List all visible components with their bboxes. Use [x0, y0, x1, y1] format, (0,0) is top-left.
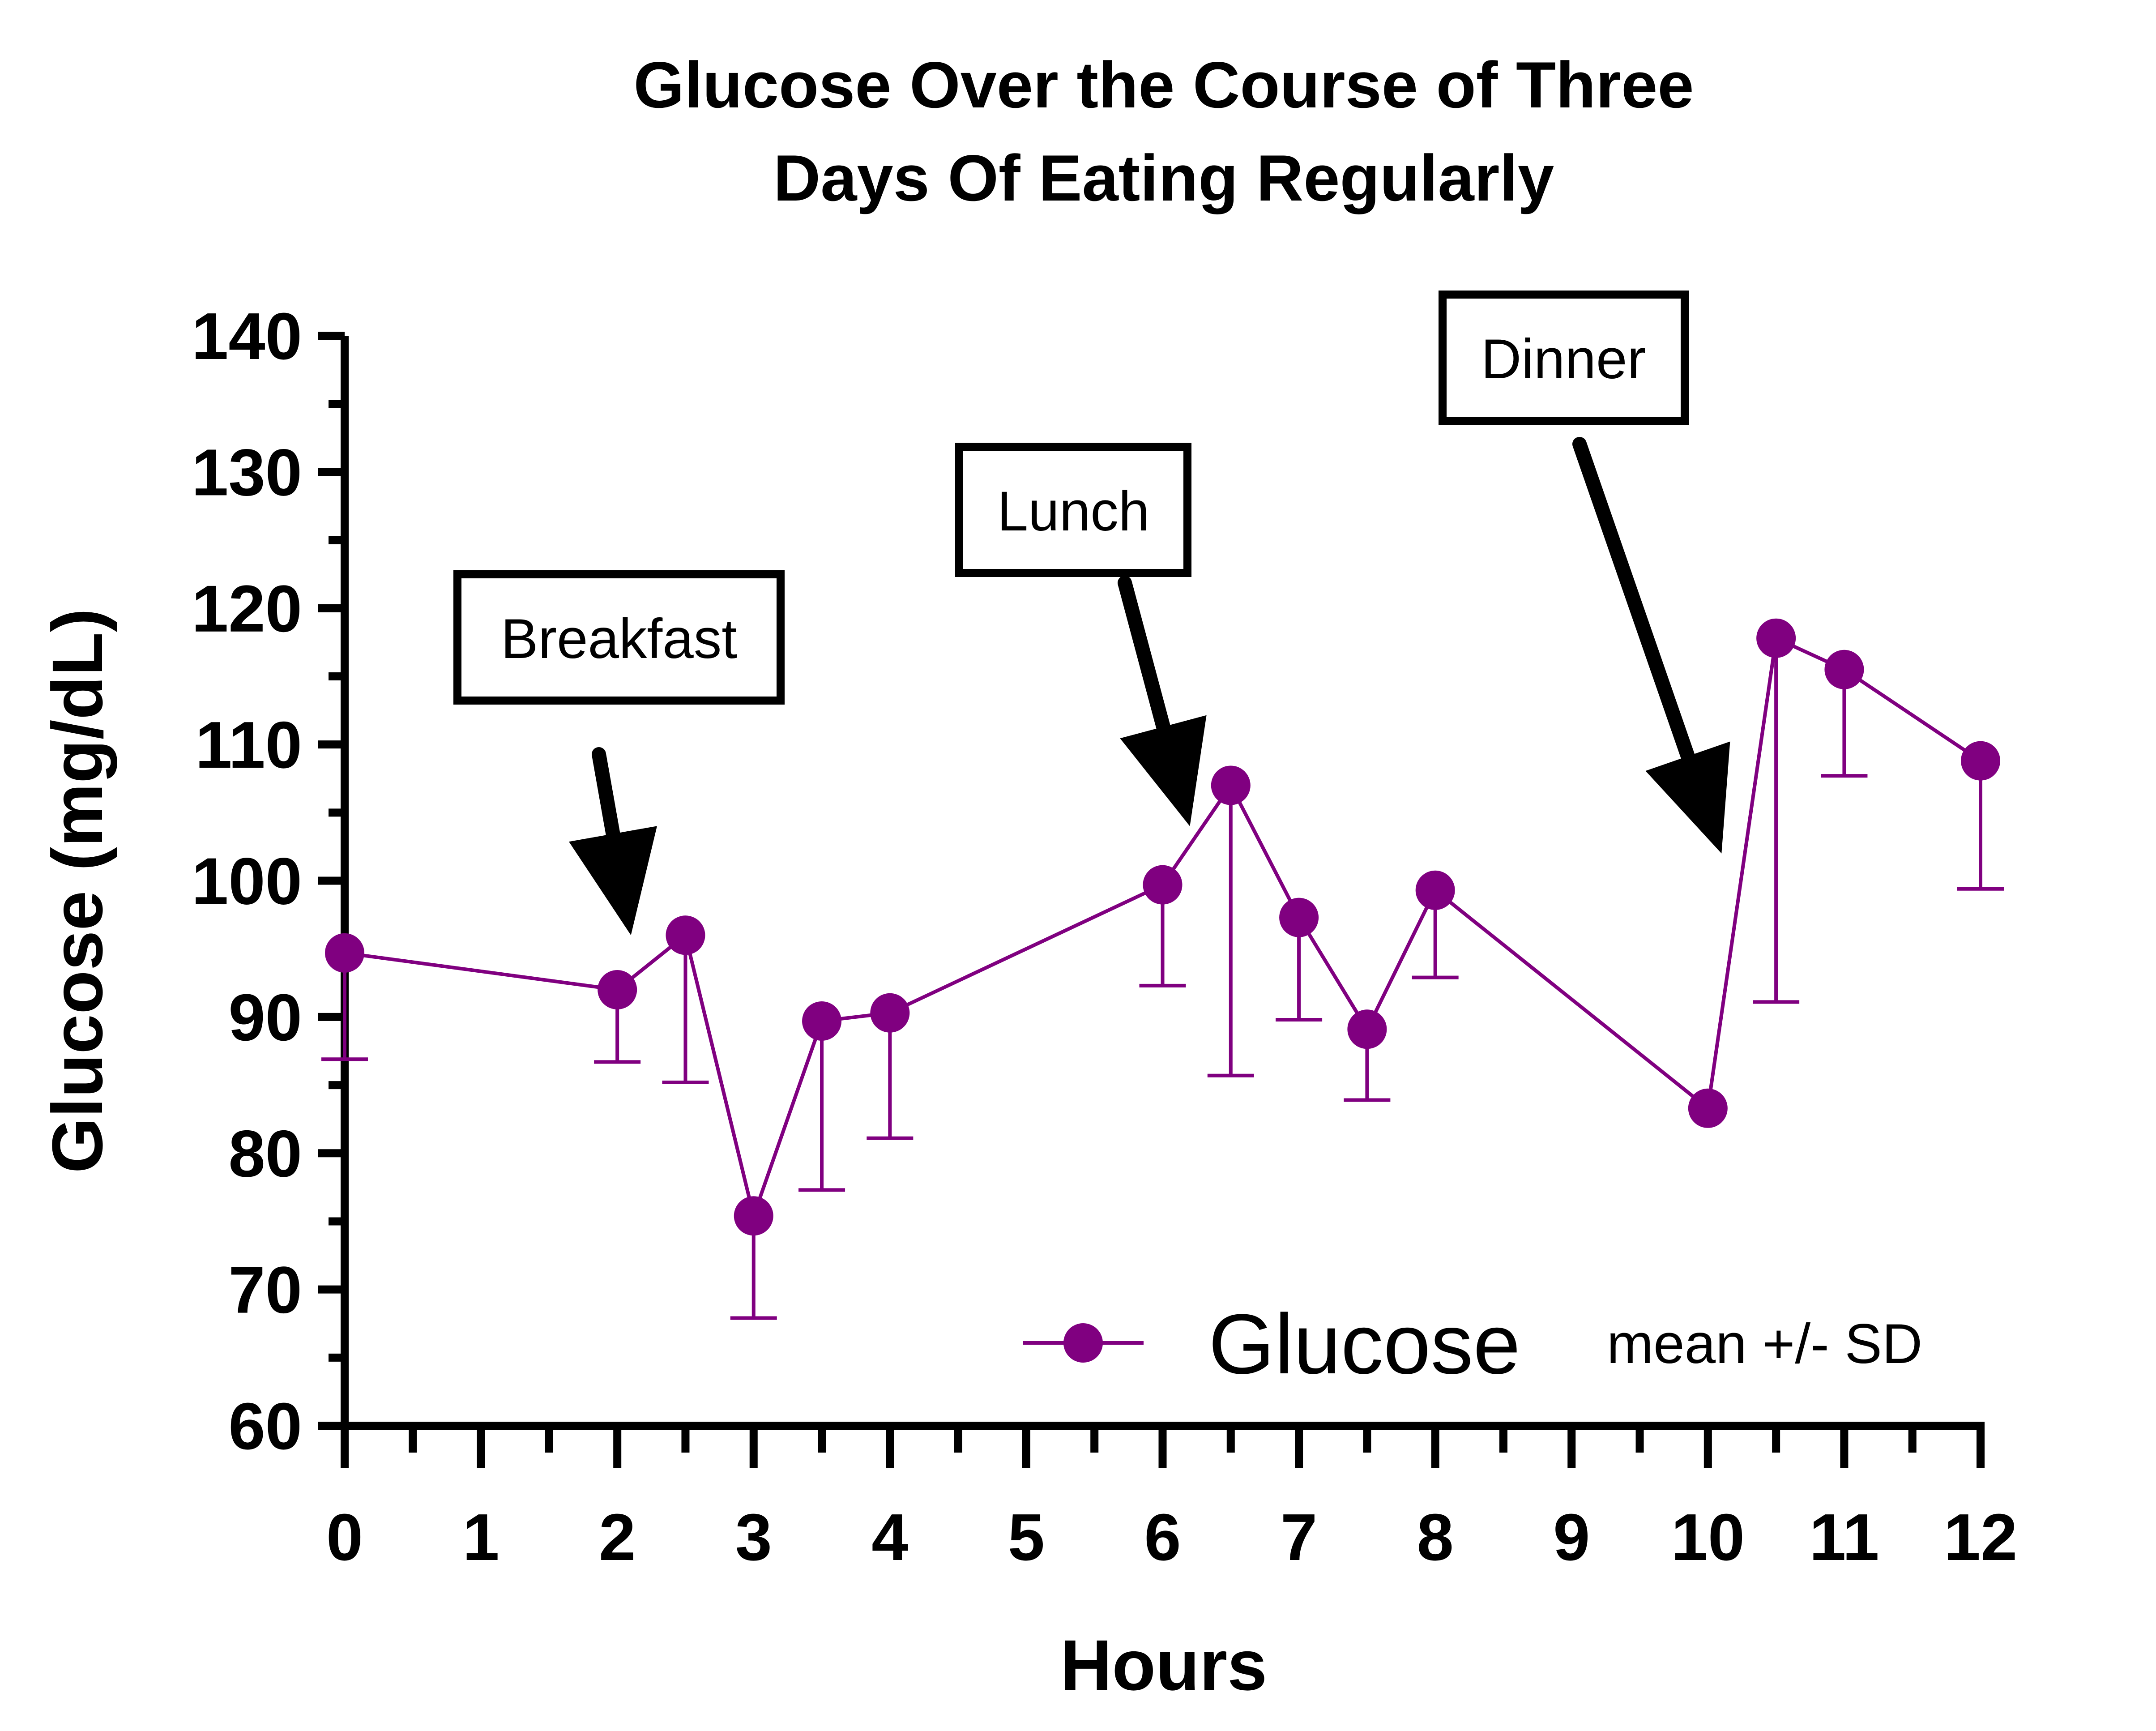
annotation-label-lunch: Lunch: [997, 480, 1150, 543]
data-points: [325, 618, 2000, 1236]
chart-title-line-2: Days Of Eating Regularly: [773, 141, 1554, 214]
x-tick-label: 6: [1144, 1500, 1181, 1574]
data-point: [598, 970, 637, 1009]
data-point: [734, 1196, 773, 1236]
y-tick-label: 80: [228, 1117, 302, 1191]
annotation-label-breakfast: Breakfast: [501, 608, 737, 670]
x-tick-label: 12: [1944, 1500, 2018, 1574]
x-tick-label: 5: [1008, 1500, 1045, 1574]
y-tick-label: 90: [228, 981, 302, 1055]
annotation-box-lunch: [955, 443, 1191, 577]
data-point: [1211, 765, 1251, 805]
y-tick-label: 120: [192, 572, 302, 646]
x-axis-title: Hours: [1060, 1625, 1267, 1705]
data-point: [1961, 741, 2000, 781]
data-point: [1688, 1088, 1728, 1128]
data-point: [325, 933, 364, 973]
y-tick-label: 110: [195, 708, 302, 782]
annotation-label-dinner: Dinner: [1481, 328, 1646, 390]
annotations: Breakfast Lunch Dinner: [453, 291, 1730, 936]
x-tick-label: 10: [1671, 1500, 1745, 1574]
x-tick-label: 0: [326, 1500, 363, 1574]
legend-note: mean +/- SD: [1607, 1313, 1922, 1375]
y-tick-label: 70: [228, 1253, 302, 1327]
x-tick-label: 8: [1417, 1500, 1454, 1574]
annotation-arrow-head: [1120, 715, 1207, 826]
x-tick-label: 11: [1809, 1500, 1879, 1574]
y-tick-label: 60: [228, 1389, 302, 1463]
data-point: [1143, 865, 1183, 905]
legend: Glucose mean +/- SD: [1023, 1297, 1922, 1392]
annotation-arrow-shaft: [1572, 437, 1695, 764]
data-point: [1756, 618, 1796, 658]
data-point: [1279, 898, 1319, 937]
legend-label: Glucose: [1208, 1297, 1520, 1392]
y-axis-title: Glucose (mg/dL): [37, 608, 117, 1173]
annotation-box-breakfast: [453, 570, 785, 705]
data-point: [1415, 870, 1455, 910]
data-point: [1347, 1009, 1387, 1049]
data-point: [1824, 650, 1864, 689]
x-tick-label: 1: [462, 1500, 499, 1574]
annotation-box-dinner: [1439, 291, 1689, 425]
chart-title-line-1: Glucose Over the Course of Three: [633, 48, 1694, 121]
x-tick-label: 2: [599, 1500, 636, 1574]
data-point: [802, 1001, 842, 1041]
y-tick-label: 100: [192, 845, 302, 919]
legend-marker: [1063, 1323, 1103, 1363]
y-tick-label: 140: [192, 299, 302, 373]
y-tick-label: 130: [192, 436, 302, 509]
annotation-arrow-head: [1645, 741, 1730, 854]
annotation-arrow-shaft: [1118, 576, 1170, 734]
annotation-arrow-head: [569, 826, 657, 936]
x-tick-label: 3: [735, 1500, 772, 1574]
annotation-arrow-shaft: [592, 747, 620, 841]
x-tick-label: 9: [1553, 1500, 1590, 1574]
data-point: [666, 915, 705, 955]
x-tick-label: 4: [871, 1500, 908, 1574]
x-tick-label: 7: [1281, 1500, 1317, 1574]
data-point: [870, 993, 910, 1033]
x-axis: 0 1 2 3 4 5 6 7 8 9 10 11 12: [326, 1422, 2018, 1574]
y-axis: 60 70 80 90 100 110 120 130 140: [192, 299, 349, 1468]
